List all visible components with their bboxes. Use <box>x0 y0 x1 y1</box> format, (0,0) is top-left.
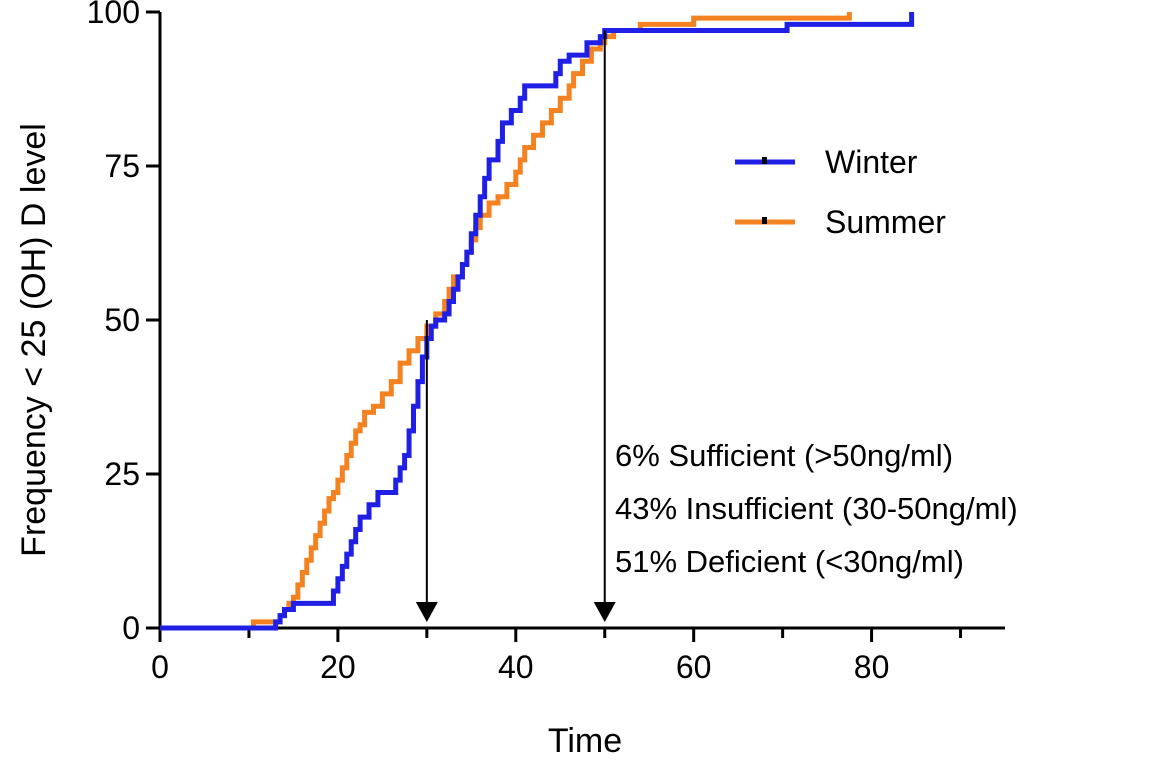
y-tick-label: 100 <box>87 0 140 30</box>
y-tick-label: 75 <box>104 148 140 184</box>
x-tick-label: 60 <box>676 649 712 685</box>
y-axis-title: Frequency < 25 (OH) D level <box>15 123 53 557</box>
series-layer <box>160 12 915 631</box>
x-tick-label: 40 <box>498 649 534 685</box>
legend-marker <box>762 217 767 224</box>
legend-marker <box>762 157 767 164</box>
x-tick-label: 20 <box>320 649 356 685</box>
x-tick-label: 80 <box>854 649 890 685</box>
arrow-head <box>593 602 616 622</box>
annotation-text: 43% Insufficient (30-50ng/ml) <box>615 491 1018 526</box>
legend-label: Winter <box>825 144 918 180</box>
y-tick-label: 25 <box>104 456 140 492</box>
x-tick-label: 0 <box>151 649 169 685</box>
arrow-head <box>415 602 438 622</box>
annotation-text: 6% Sufficient (>50ng/ml) <box>615 438 953 473</box>
series-line-winter <box>160 12 915 631</box>
annotation-text: 51% Deficient (<30ng/ml) <box>615 544 964 579</box>
legend-label: Summer <box>825 204 946 240</box>
series-line-summer <box>160 12 852 631</box>
axes: 0 20 40 60 80 0 25 50 75 100 <box>87 0 1005 685</box>
y-tick-label: 50 <box>104 302 140 338</box>
annotation-layer: 6% Sufficient (>50ng/ml) 43% Insufficient… <box>415 30 1018 622</box>
x-axis-title: Time <box>548 722 622 760</box>
legend: Winter Summer <box>735 144 946 240</box>
y-tick-label: 0 <box>122 610 140 646</box>
